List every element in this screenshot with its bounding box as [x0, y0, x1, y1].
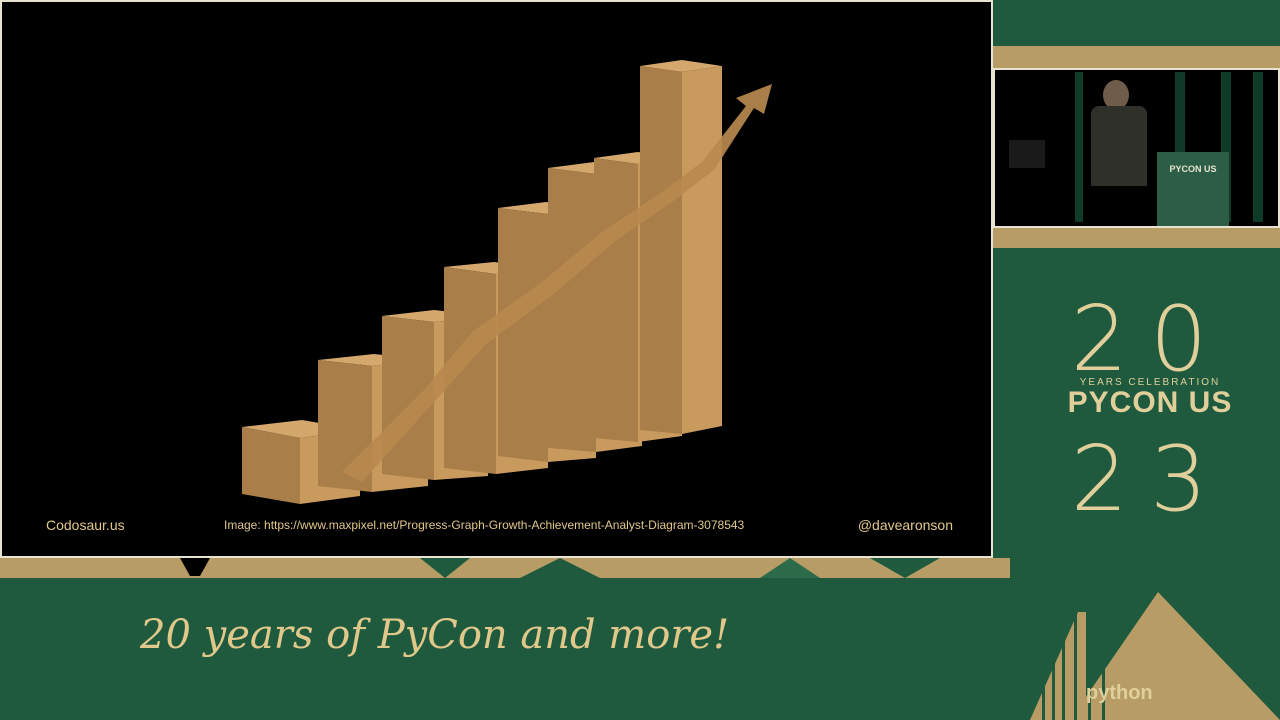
- decorative-strip-top: [993, 0, 1280, 68]
- speaker: [1091, 106, 1147, 186]
- curtain-fold: [1221, 72, 1231, 222]
- strip-pattern: [180, 558, 940, 578]
- speaker-head: [1103, 80, 1129, 110]
- brand-subtitle: YEARS CELEBRATION: [1079, 377, 1221, 388]
- footer-handle: @davearonson: [857, 517, 953, 533]
- presentation-slide: Codosaur.us Image: https://www.maxpixel.…: [0, 0, 993, 558]
- laptop: [1009, 140, 1045, 168]
- python-logo: python: [1086, 682, 1153, 705]
- podium-label: PYCON US: [1169, 164, 1217, 174]
- python-logo-text: python: [1086, 682, 1153, 704]
- decorative-band: [993, 46, 1280, 68]
- footer-image-credit: Image: https://www.maxpixel.net/Progress…: [224, 518, 745, 532]
- brand-name: PYCON US: [1067, 386, 1233, 419]
- brand-year-top: 20: [1070, 287, 1230, 392]
- growth-bar-graph-image: [242, 60, 772, 504]
- brand-year-bottom: 23: [1070, 427, 1230, 532]
- decorative-strip-middle: [993, 228, 1280, 248]
- podium: [1157, 152, 1229, 226]
- conference-tagline: 20 years of PyCon and more!: [140, 612, 730, 658]
- speaker-camera-feed: PYCON US: [993, 68, 1280, 228]
- footer-site-name: Codosaur.us: [46, 517, 125, 533]
- mountain-graphic: [1030, 592, 1280, 720]
- decorative-strip-bottom: [0, 558, 1010, 578]
- curtain-fold: [1253, 72, 1263, 222]
- curtain-fold: [1075, 72, 1083, 222]
- curtain-fold: [1175, 72, 1185, 222]
